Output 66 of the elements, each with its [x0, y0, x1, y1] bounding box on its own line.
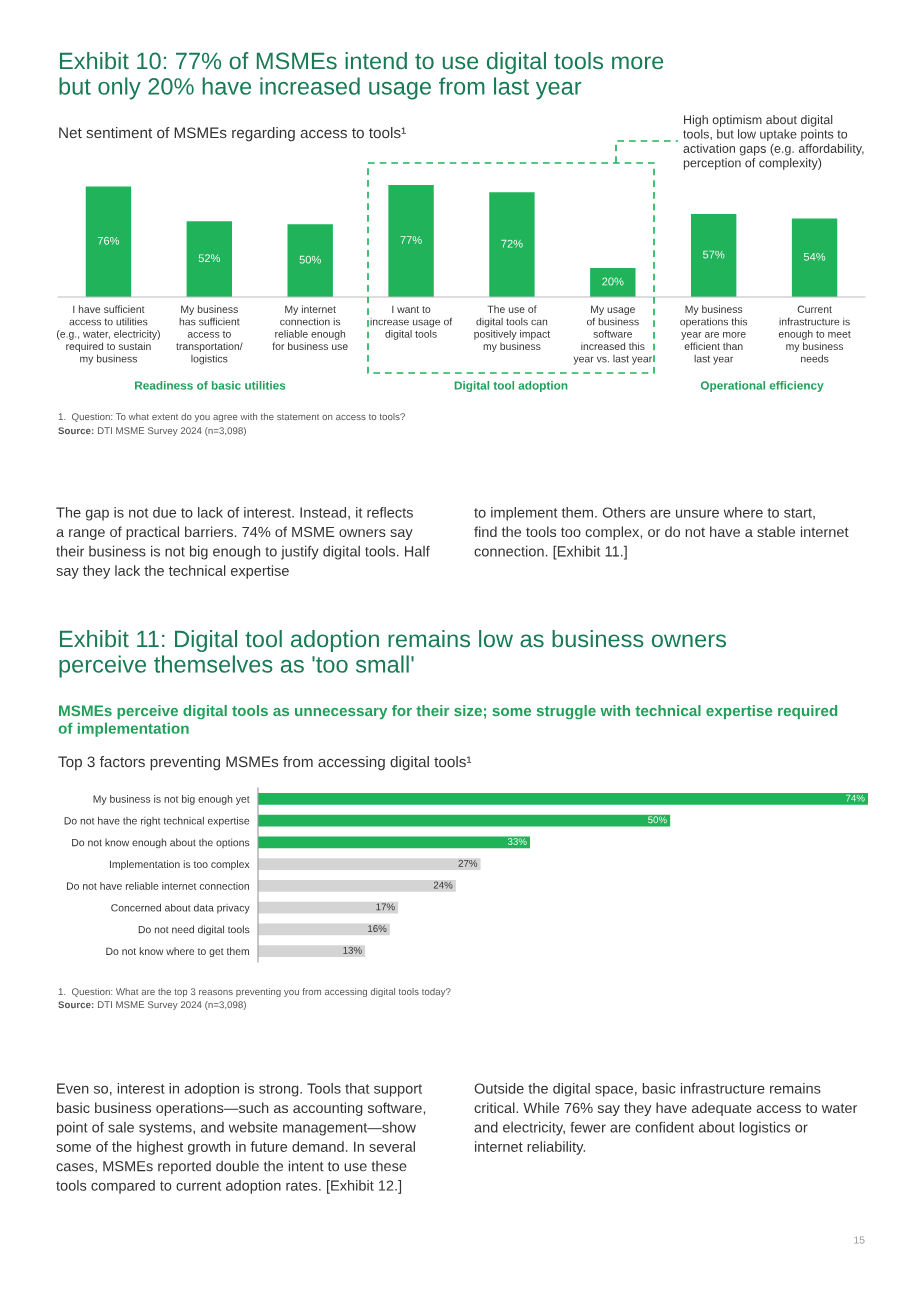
text: High optimism about digital tools, but low uptake points to activation gaps (e.g. affordability, perception of complexity)	[683, 115, 864, 170]
data-label: 13%	[343, 946, 362, 954]
bar	[186, 221, 233, 297]
x-tick-label: I want to increase usage of digital tools	[370, 305, 453, 340]
source-note: Source: DTI MSME Survey 2024 (n=3,098)	[58, 427, 246, 437]
data-label: 27%	[458, 859, 478, 867]
bar	[258, 923, 390, 936]
bar	[258, 836, 531, 849]
bar	[388, 185, 434, 297]
data-label: 57%	[703, 250, 725, 259]
text: Readiness of basic utilities	[135, 381, 286, 390]
y-tick-label: Do not have the right technical expertise	[64, 816, 250, 827]
bar	[690, 214, 737, 297]
bar	[791, 218, 838, 297]
x-tick-label: I have sufficient access to utilities (e.g., water, electricity) required to sustain my business	[56, 305, 160, 365]
text: The gap is not due to lack of interest. Instead, it reflects a range of practical barriers. 74% of MSME owners say their business is not big enough to justify digital tools. Half say they lack the technical expertise	[56, 507, 430, 579]
text: 1. Question: What are the top 3 reasons preventing you from accessing digital tools today?	[58, 988, 451, 998]
bar	[258, 879, 456, 892]
x-tick-label: My business has sufficient access to transportation/ logistics	[176, 305, 243, 365]
data-label: 16%	[368, 925, 387, 932]
text: Top 3 factors preventing MSMEs from accessing digital tools¹	[58, 756, 472, 771]
data-label: 52%	[198, 254, 221, 263]
y-tick-label: Implementation is too complex	[109, 860, 250, 871]
chart-title: Exhibit 11: Digital tool adoption remains low as business owners perceive themselves as 'too small'	[59, 630, 727, 678]
data-label: 17%	[376, 903, 395, 911]
text: 1. Question: To what extent do you agree with the statement on access to tools?	[58, 413, 405, 423]
data-label: 77%	[400, 236, 422, 244]
bar	[258, 945, 366, 958]
data-label: 20%	[602, 277, 624, 286]
text: Digital tool adoption	[454, 381, 568, 393]
text: Operational efficiency	[700, 381, 824, 393]
y-tick-label: Concerned about data privacy	[111, 903, 250, 914]
text: 15	[854, 1236, 865, 1244]
bar	[287, 224, 333, 297]
text: Outside the digital space, basic infrastructure remains critical. While 76% say they have adequate access to water and electricity, fewer are confident about logistics or internet reliability.	[474, 1083, 858, 1155]
data-label: 72%	[501, 239, 523, 248]
source-note: Source: DTI MSME Survey 2024 (n=3,098)	[58, 1001, 246, 1011]
y-tick-label: Do not know enough about the options	[72, 838, 250, 849]
x-tick-label: Current infrastructure is enough to meet my business needs	[778, 305, 851, 363]
y-tick-label: My business is not big enough yet	[93, 795, 250, 805]
y-tick-label: Do not have reliable internet connection	[66, 882, 249, 890]
chart-title: Exhibit 10: 77% of MSMEs intend to use digital tools more but only 20% have increased usage from last year	[59, 52, 664, 100]
y-tick-label: Do not need digital tools	[138, 925, 250, 936]
bar	[85, 186, 132, 297]
data-label: 50%	[299, 255, 321, 264]
data-label: 74%	[845, 794, 865, 802]
text: to implement them. Others are unsure where to start, find the tools too complex, or do not have a stable internet connection. [Exhibit 11.]	[474, 507, 849, 560]
bar	[489, 192, 535, 297]
y-tick-label: Do not know where to get them	[106, 947, 249, 958]
x-tick-label: My business operations this year are more efficient than last year	[680, 305, 748, 365]
bar	[258, 858, 481, 871]
bar	[258, 792, 868, 805]
data-label: 76%	[97, 236, 120, 245]
x-tick-label: The use of digital tools can positively impact my business	[474, 305, 551, 353]
x-tick-label: My internet connection is reliable enough for business use	[272, 305, 348, 351]
text: Even so, interest in adoption is strong. Tools that support basic business operations—such as accounting software, point of sale systems, and website management—show some of the highest growth in future demand. In several cases, MSMEs reported double the intent to use these tools compared to current adoption rates. [Exhibit 12.]	[56, 1083, 426, 1194]
data-label: 50%	[648, 816, 667, 824]
x-tick-label: My usage of business software increased this year vs. last year	[573, 305, 653, 365]
data-label: 24%	[433, 881, 453, 889]
chart-subtitle: MSMEs perceive digital tools as unnecessary for their size; some struggle with technical expertise required of implementation	[58, 705, 838, 737]
data-label: 33%	[507, 838, 527, 845]
data-label: 54%	[803, 252, 826, 261]
bar	[590, 267, 636, 297]
bar	[258, 814, 671, 827]
bar	[258, 901, 399, 914]
chart-subtitle: Net sentiment of MSMEs regarding access to tools¹	[59, 127, 406, 142]
